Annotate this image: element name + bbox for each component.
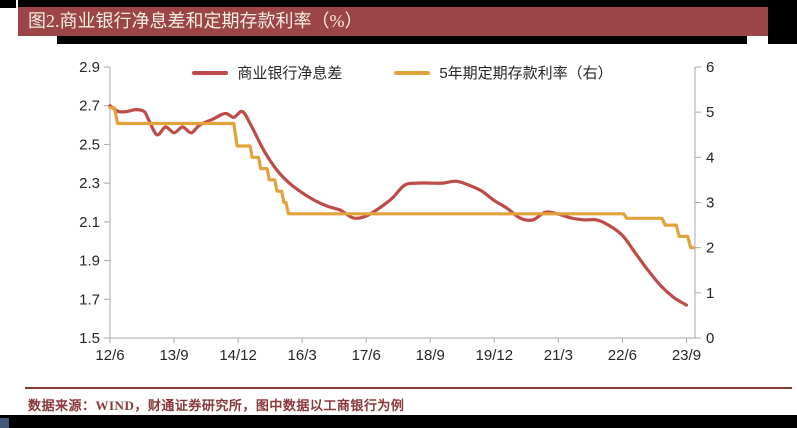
svg-text:17/6: 17/6 (352, 347, 381, 364)
svg-text:1.9: 1.9 (79, 253, 100, 270)
nim-line-swatch-icon (192, 70, 229, 75)
legend-item-deposit-rate: 5年期定期存款利率（右） (394, 62, 613, 83)
legend-item-nim: 商业银行净息差 (192, 62, 342, 83)
svg-text:1: 1 (706, 285, 714, 302)
svg-text:2.3: 2.3 (79, 175, 100, 192)
svg-text:2.7: 2.7 (79, 98, 100, 115)
chart-legend: 商业银行净息差 5年期定期存款利率（右） (110, 62, 695, 83)
svg-text:18/9: 18/9 (416, 347, 445, 364)
svg-text:4: 4 (706, 149, 714, 166)
svg-text:14/12: 14/12 (219, 347, 257, 364)
svg-text:16/3: 16/3 (288, 347, 317, 364)
svg-text:3: 3 (706, 195, 714, 212)
svg-text:2.1: 2.1 (79, 214, 100, 231)
svg-text:2.5: 2.5 (79, 136, 100, 153)
figure-title: 图2.商业银行净息差和定期存款利率（%） (28, 11, 363, 31)
svg-text:23/9: 23/9 (672, 347, 701, 364)
top-border-strip (18, 0, 797, 7)
svg-text:19/12: 19/12 (476, 347, 514, 364)
svg-text:5: 5 (706, 104, 714, 121)
top-left-border-fragment (0, 0, 16, 8)
svg-text:2: 2 (706, 240, 714, 257)
deposit-line-swatch-icon (394, 70, 431, 75)
svg-text:21/3: 21/3 (544, 347, 573, 364)
svg-text:2.9: 2.9 (79, 59, 100, 76)
footer-divider (25, 387, 792, 389)
svg-text:13/9: 13/9 (159, 347, 188, 364)
svg-text:1.7: 1.7 (79, 291, 100, 308)
bottom-border-strip (0, 415, 797, 428)
bottom-left-blue-fragment (0, 418, 9, 428)
data-source-note: 数据来源：WIND，财通证券研究所，图中数据以工商银行为例 (28, 398, 405, 413)
nim-deposit-rate-chart: 2.9 2.7 2.5 2.3 2.1 1.9 1.7 1.5 6 5 4 3 2 1 0 12/6 13/9 1… (0, 44, 797, 384)
chart-plot: 2.9 2.7 2.5 2.3 2.1 1.9 1.7 1.5 6 5 4 3 2 1 0 12/6 13/9 1… (79, 59, 714, 364)
svg-text:12/6: 12/6 (95, 347, 124, 364)
svg-text:6: 6 (706, 59, 714, 76)
figure-title-bar: 图2.商业银行净息差和定期存款利率（%） (18, 7, 768, 36)
svg-text:1.5: 1.5 (79, 330, 100, 347)
svg-text:0: 0 (706, 330, 714, 347)
svg-text:22/6: 22/6 (608, 347, 637, 364)
under-title-border-strip (57, 36, 747, 44)
legend-label-deposit-rate: 5年期定期存款利率（右） (439, 65, 613, 82)
legend-label-nim: 商业银行净息差 (237, 65, 343, 82)
top-right-border-block (768, 0, 797, 44)
